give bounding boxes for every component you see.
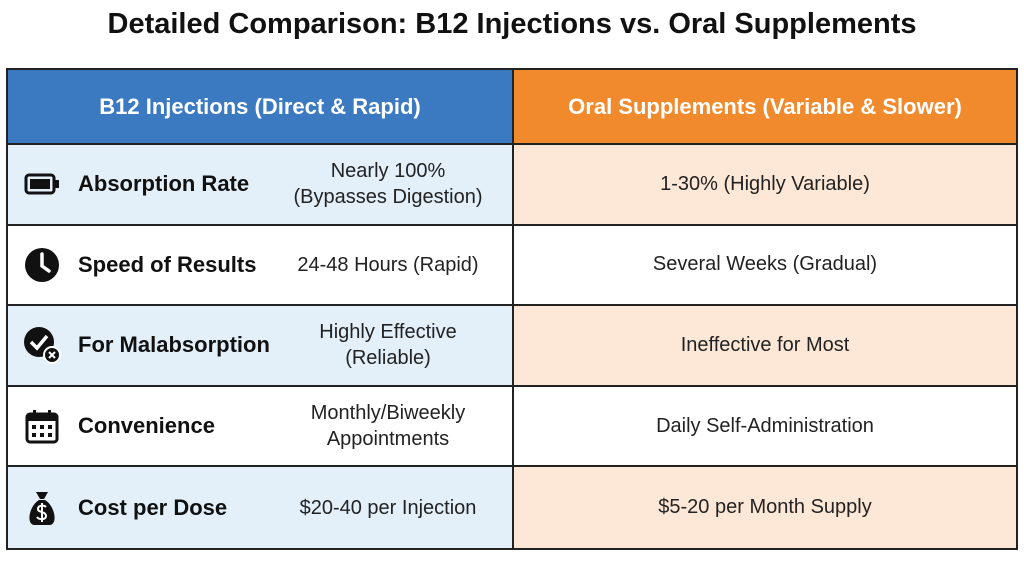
label-cell: Absorption Rate Nearly 100% (Bypasses Di… bbox=[8, 145, 514, 226]
column-header: B12 Injections (Direct & Rapid) bbox=[8, 70, 514, 145]
comparison-table: B12 Injections (Direct & Rapid) Oral Sup… bbox=[6, 68, 1018, 550]
injection-value: Highly Effective (Reliable) bbox=[319, 321, 457, 370]
row-label: For Malabsorption bbox=[78, 332, 270, 358]
battery-icon bbox=[24, 173, 59, 195]
label-cell: Convenience Monthly/Biweekly Appointment… bbox=[8, 386, 514, 468]
row-label: Absorption Rate bbox=[78, 171, 250, 197]
calendar-icon bbox=[25, 410, 59, 444]
label-cell: Cost per Dose $20-40 per Injection bbox=[8, 467, 514, 548]
oral-value: Several Weeks (Gradual) bbox=[514, 226, 1016, 307]
label-cell: For Malabsorption Highly Effective (Reli… bbox=[8, 306, 514, 387]
label-cell: Speed of Results 24-48 Hours (Rapid) bbox=[8, 225, 514, 307]
injection-value: Monthly/Biweekly Appointments bbox=[310, 402, 466, 451]
injection-value: 24-48 Hours (Rapid) bbox=[297, 253, 479, 276]
check-icon bbox=[24, 327, 61, 365]
column-header: Oral Supplements (Variable & Slower) bbox=[514, 70, 1016, 145]
oral-value: Daily Self-Administration bbox=[514, 387, 1016, 468]
injection-value: $20-40 per Injection bbox=[299, 496, 477, 519]
page-title: Detailed Comparison: B12 Injections vs. … bbox=[107, 8, 917, 40]
oral-value: $5-20 per Month Supply bbox=[514, 467, 1016, 548]
row-label: Convenience bbox=[78, 413, 215, 439]
row-label: Speed of Results bbox=[78, 251, 257, 277]
oral-value: Ineffective for Most bbox=[514, 306, 1016, 387]
oral-value: 1-30% (Highly Variable) bbox=[514, 145, 1016, 226]
injection-value: Nearly 100% (Bypasses Digestion) bbox=[293, 160, 483, 209]
clock-icon bbox=[25, 247, 59, 282]
row-label: Cost per Dose bbox=[78, 494, 228, 520]
money-bag-icon bbox=[29, 491, 55, 525]
